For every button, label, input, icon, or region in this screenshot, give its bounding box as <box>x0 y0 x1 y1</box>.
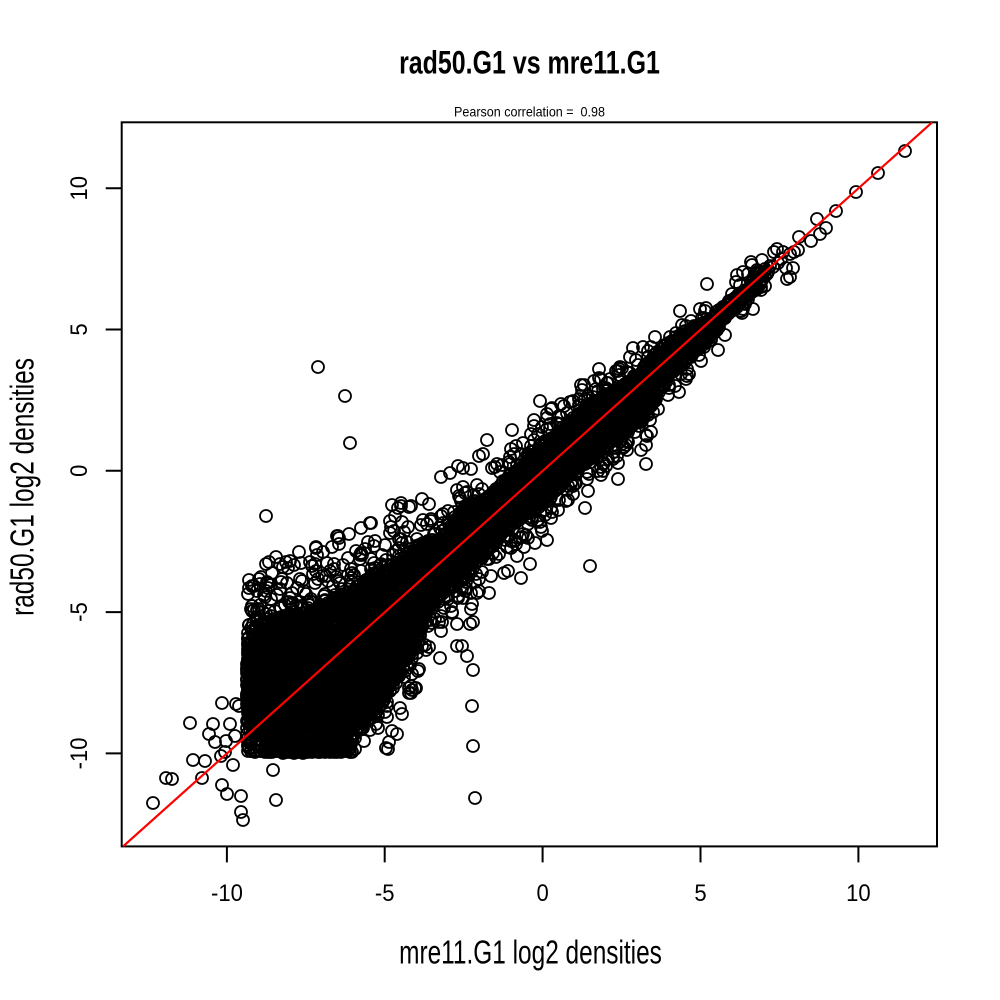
svg-text:rad50.G1 log2 densities: rad50.G1 log2 densities <box>5 358 41 616</box>
svg-text:rad50.G1 vs mre11.G1: rad50.G1 vs mre11.G1 <box>399 46 660 82</box>
svg-text:0: 0 <box>536 879 548 906</box>
svg-text:-5: -5 <box>375 879 395 906</box>
svg-text:10: 10 <box>846 879 871 906</box>
svg-text:Pearson correlation = 0.98: Pearson correlation = 0.98 <box>454 104 605 120</box>
svg-text:0: 0 <box>65 465 92 477</box>
svg-text:mre11.G1 log2 densities: mre11.G1 log2 densities <box>399 935 662 971</box>
svg-text:5: 5 <box>694 879 706 906</box>
svg-text:-10: -10 <box>65 737 92 769</box>
svg-text:10: 10 <box>65 176 92 201</box>
svg-text:-5: -5 <box>65 602 92 622</box>
svg-text:-10: -10 <box>211 879 243 906</box>
svg-text:5: 5 <box>65 323 92 335</box>
